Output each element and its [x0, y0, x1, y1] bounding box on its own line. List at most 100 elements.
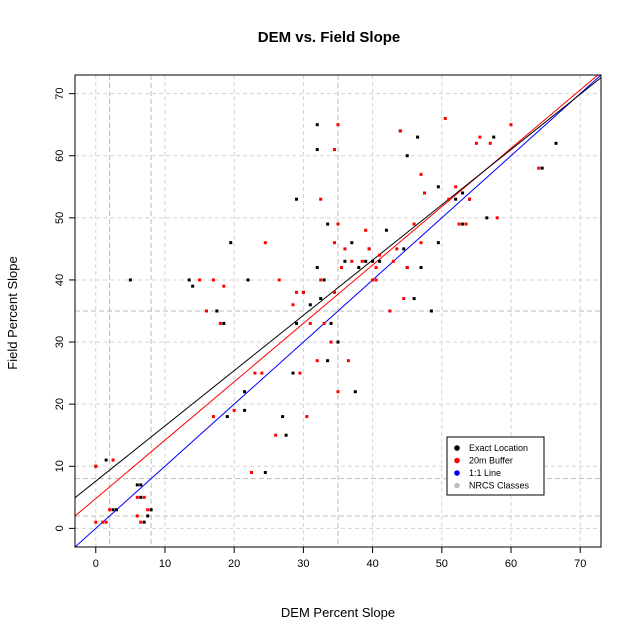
legend-marker [454, 457, 460, 464]
data-point-buffer [367, 247, 371, 251]
data-point-buffer [218, 321, 222, 325]
data-point-exact [139, 483, 143, 487]
data-point-buffer [135, 495, 139, 499]
data-point-exact [243, 390, 247, 394]
data-point-buffer [464, 222, 468, 226]
data-point-buffer [336, 222, 340, 226]
legend-marker [454, 482, 460, 489]
data-point-exact [326, 222, 330, 226]
data-point-exact [364, 259, 368, 263]
data-point-exact [128, 278, 132, 282]
data-point-buffer [315, 359, 319, 363]
data-point-exact [187, 278, 191, 282]
data-point-buffer [395, 247, 399, 251]
data-point-exact [371, 259, 375, 263]
data-point-buffer [454, 185, 458, 189]
y-tick-label: 70 [54, 88, 66, 100]
legend-label: Exact Location [469, 443, 528, 453]
data-point-buffer [419, 241, 423, 245]
data-point-buffer [322, 321, 326, 325]
data-point-buffer [423, 191, 427, 195]
fit-line-2 [75, 77, 601, 499]
data-point-buffer [211, 415, 215, 419]
legend-marker [454, 445, 460, 451]
data-point-buffer [222, 284, 226, 288]
data-point-buffer [277, 278, 281, 282]
chart-title: DEM vs. Field Slope [258, 29, 401, 46]
data-point-exact [378, 259, 382, 263]
data-point-buffer [478, 135, 482, 139]
data-point-exact [436, 241, 440, 245]
data-point-exact [319, 297, 323, 301]
data-point-exact [263, 470, 267, 474]
data-point-buffer [350, 259, 354, 263]
data-point-exact [243, 408, 247, 412]
data-point-exact [350, 241, 354, 245]
data-point-exact [326, 359, 330, 363]
data-point-exact [461, 191, 465, 195]
y-tick-label: 0 [54, 525, 66, 531]
data-point-buffer [346, 359, 350, 363]
data-point-buffer [104, 520, 108, 524]
data-point-buffer [474, 141, 478, 145]
data-point-buffer [298, 371, 302, 375]
data-point-buffer [333, 241, 337, 245]
data-point-buffer [468, 197, 471, 201]
data-point-buffer [333, 290, 337, 294]
data-point-exact [229, 241, 233, 245]
regression-lines [75, 75, 601, 547]
data-point-buffer [388, 309, 392, 313]
data-point-buffer [398, 129, 402, 133]
plot-frame [74, 74, 602, 548]
data-point-buffer [537, 166, 541, 170]
x-axis-label: DEM Percent Slope [281, 605, 395, 620]
data-point-buffer [308, 321, 312, 325]
data-point-exact [436, 185, 440, 189]
data-point-buffer [405, 266, 409, 270]
data-point-buffer [336, 123, 340, 127]
data-point-buffer [294, 290, 298, 294]
data-point-exact [142, 520, 146, 524]
data-point-buffer [211, 278, 215, 282]
data-point-buffer [263, 241, 267, 245]
y-tick-label: 10 [54, 460, 66, 472]
legend-label: 1:1 Line [469, 468, 501, 478]
data-point-exact [135, 483, 139, 487]
data-point-buffer [329, 340, 333, 344]
data-point-buffer [364, 228, 368, 232]
data-point-exact [315, 123, 319, 127]
x-tick-label: 60 [505, 558, 517, 570]
y-tick-label: 50 [54, 212, 66, 224]
y-axis-label: Field Percent Slope [5, 256, 20, 369]
data-point-buffer [336, 390, 340, 394]
data-point-buffer [509, 123, 513, 127]
data-point-exact [222, 321, 226, 325]
data-point-exact [284, 433, 288, 437]
data-point-exact [485, 216, 489, 220]
x-tick-label: 50 [436, 558, 448, 570]
y-axis: 0 10 20 30 40 50 60 70 [54, 88, 75, 531]
data-point-buffer [319, 278, 323, 282]
x-tick-label: 70 [574, 558, 586, 570]
data-point-exact [225, 415, 229, 419]
data-point-buffer [447, 197, 451, 201]
y-tick-label: 30 [54, 336, 66, 348]
legend-marker [454, 470, 460, 476]
data-point-exact [454, 197, 458, 201]
fit-line-0 [75, 75, 601, 547]
x-tick-label: 0 [93, 558, 99, 570]
data-point-exact [104, 458, 108, 462]
data-point-buffer [391, 259, 395, 263]
data-point-buffer [360, 259, 364, 263]
data-point-buffer [412, 222, 416, 226]
data-point-buffer [443, 116, 447, 120]
data-point-exact [111, 508, 115, 512]
data-point-buffer [142, 495, 146, 499]
data-point-exact [540, 166, 544, 170]
data-point-exact [139, 495, 143, 499]
data-point-exact [308, 303, 312, 307]
data-point-exact [412, 297, 416, 301]
x-tick-label: 10 [159, 558, 171, 570]
data-point-exact [402, 247, 406, 251]
legend-label: NRCS Classes [469, 481, 530, 491]
